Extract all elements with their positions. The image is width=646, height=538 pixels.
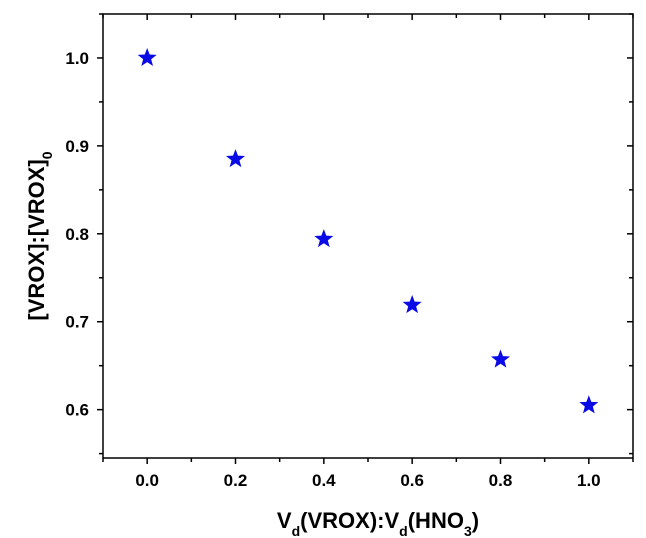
data-point <box>137 47 157 67</box>
y-tick-label: 0.7 <box>65 313 89 332</box>
x-tick-label: 0.8 <box>489 471 513 490</box>
x-tick-label: 0.2 <box>224 471 248 490</box>
data-point <box>225 149 246 168</box>
data-point <box>314 229 334 248</box>
x-tick-label: 0.6 <box>400 471 424 490</box>
ticks <box>97 13 634 464</box>
y-tick-label: 1.0 <box>65 49 89 68</box>
x-tick-label: 0.4 <box>312 471 336 490</box>
y-tick-label: 0.8 <box>65 225 89 244</box>
plot-frame <box>102 13 634 459</box>
x-axis-title: Vd(VROX):Vd(HNO3) <box>277 508 479 538</box>
y-tick-label: 0.6 <box>65 401 89 420</box>
y-tick-label: 0.9 <box>65 137 89 156</box>
data-points <box>137 47 599 414</box>
tick-labels: 0.0 0.2 0.4 0.6 0.8 1.0 0.6 0.7 0.8 0.9 1.0 <box>65 49 600 490</box>
x-tick-label: 1.0 <box>577 471 601 490</box>
x-tick-label: 0.0 <box>135 471 159 490</box>
data-point <box>490 349 511 368</box>
data-point <box>402 295 422 314</box>
data-point <box>579 395 599 414</box>
y-axis-title: [VROX]:[VROX]0 <box>24 151 55 320</box>
